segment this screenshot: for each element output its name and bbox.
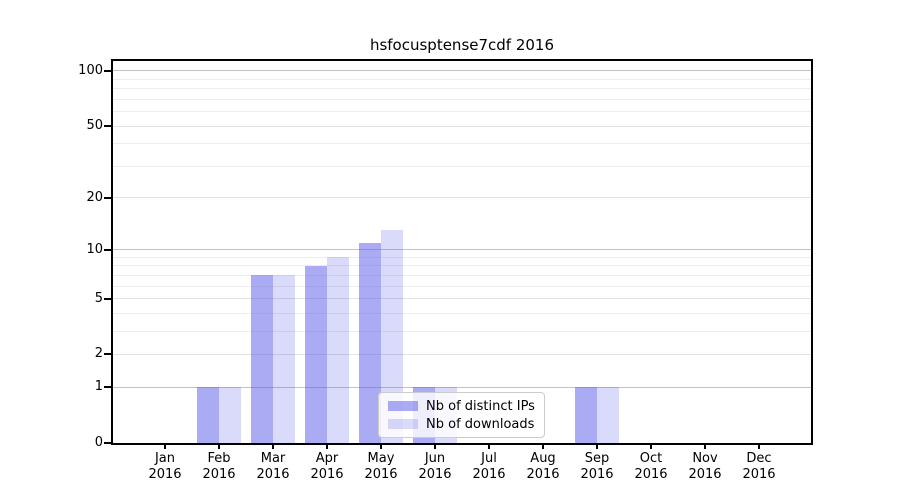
x-tick-mark	[650, 443, 652, 449]
gridline-minor-9	[113, 256, 811, 258]
y-tick-label-20: 20	[86, 189, 103, 205]
gridline-minor-7	[113, 274, 811, 276]
x-tick-label-jun: Jun 2016	[418, 451, 452, 482]
gridline-minor-90	[113, 78, 811, 80]
legend-label: Nb of downloads	[426, 416, 535, 432]
y-tick-mark	[104, 297, 111, 300]
gridline-labeled-2	[113, 353, 811, 355]
bar-distinct-ips-mar	[251, 275, 273, 443]
x-tick-mark	[380, 443, 382, 449]
x-tick-label-nov: Nov 2016	[688, 451, 722, 482]
x-tick-mark	[596, 443, 598, 449]
x-tick-mark	[218, 443, 220, 449]
x-tick-label-feb: Feb 2016	[202, 451, 236, 482]
bar-distinct-ips-sep	[575, 387, 597, 443]
y-tick-label-10: 10	[86, 241, 103, 257]
bar-downloads-sep	[597, 387, 619, 443]
x-tick-label-aug: Aug 2016	[526, 451, 560, 482]
x-tick-label-jul: Jul 2016	[472, 451, 506, 482]
x-tick-label-may: May 2016	[364, 451, 398, 482]
x-tick-label-jan: Jan 2016	[148, 451, 182, 482]
gridline-minor-3	[113, 330, 811, 332]
y-tick-mark	[104, 196, 111, 199]
gridline-major-1	[113, 386, 811, 388]
gridline-minor-70	[113, 98, 811, 100]
bar-distinct-ips-may	[359, 242, 381, 443]
y-tick-mark	[104, 353, 111, 356]
gridline-labeled-20	[113, 197, 811, 199]
gridline-labeled-50	[113, 125, 811, 127]
gridline-major-10	[113, 249, 811, 251]
x-tick-mark	[434, 443, 436, 449]
legend-swatch-distinct-ips	[388, 401, 418, 411]
gridline-minor-60	[113, 111, 811, 113]
gridline-labeled-5	[113, 298, 811, 300]
plot-inner: Nb of distinct IPs Nb of downloads	[113, 61, 811, 443]
gridline-minor-80	[113, 88, 811, 90]
gridline-major-100	[113, 70, 811, 72]
gridline-minor-30	[113, 165, 811, 167]
x-tick-label-sep: Sep 2016	[580, 451, 614, 482]
legend-item-downloads: Nb of downloads	[388, 416, 535, 432]
x-tick-label-mar: Mar 2016	[256, 451, 290, 482]
y-tick-label-0: 0	[94, 435, 103, 450]
x-tick-mark	[758, 443, 760, 449]
legend: Nb of distinct IPs Nb of downloads	[378, 392, 545, 438]
gridline-minor-8	[113, 265, 811, 267]
y-tick-mark	[104, 69, 111, 72]
bar-downloads-may	[381, 230, 403, 443]
bar-downloads-apr	[327, 257, 349, 443]
y-tick-mark	[104, 386, 111, 389]
y-tick-mark	[104, 442, 111, 444]
legend-item-distinct-ips: Nb of distinct IPs	[388, 398, 535, 414]
x-tick-mark	[164, 443, 166, 449]
x-tick-mark	[704, 443, 706, 449]
chart-title: hsfocusptense7cdf 2016	[369, 36, 555, 54]
y-tick-label-5: 5	[94, 290, 103, 306]
x-tick-label-oct: Oct 2016	[634, 451, 668, 482]
legend-swatch-downloads	[388, 419, 418, 429]
x-tick-mark	[488, 443, 490, 449]
y-tick-label-50: 50	[86, 118, 103, 134]
y-tick-mark	[104, 248, 111, 251]
gridline-minor-40	[113, 143, 811, 145]
y-tick-label-100: 100	[78, 62, 103, 78]
gridline-minor-6	[113, 285, 811, 287]
x-tick-mark	[326, 443, 328, 449]
y-tick-label-2: 2	[94, 346, 103, 362]
x-tick-mark	[272, 443, 274, 449]
gridline-minor-4	[113, 312, 811, 314]
legend-label: Nb of distinct IPs	[426, 398, 535, 414]
bar-distinct-ips-apr	[305, 265, 327, 443]
x-tick-label-apr: Apr 2016	[310, 451, 344, 482]
bar-downloads-feb	[219, 387, 241, 443]
bar-distinct-ips-feb	[197, 387, 219, 443]
x-tick-label-dec: Dec 2016	[742, 451, 776, 482]
y-tick-mark	[104, 125, 111, 128]
x-tick-mark	[542, 443, 544, 449]
bar-downloads-mar	[273, 275, 295, 443]
y-tick-label-1: 1	[94, 379, 103, 395]
plot-area: Nb of distinct IPs Nb of downloads	[111, 59, 813, 445]
